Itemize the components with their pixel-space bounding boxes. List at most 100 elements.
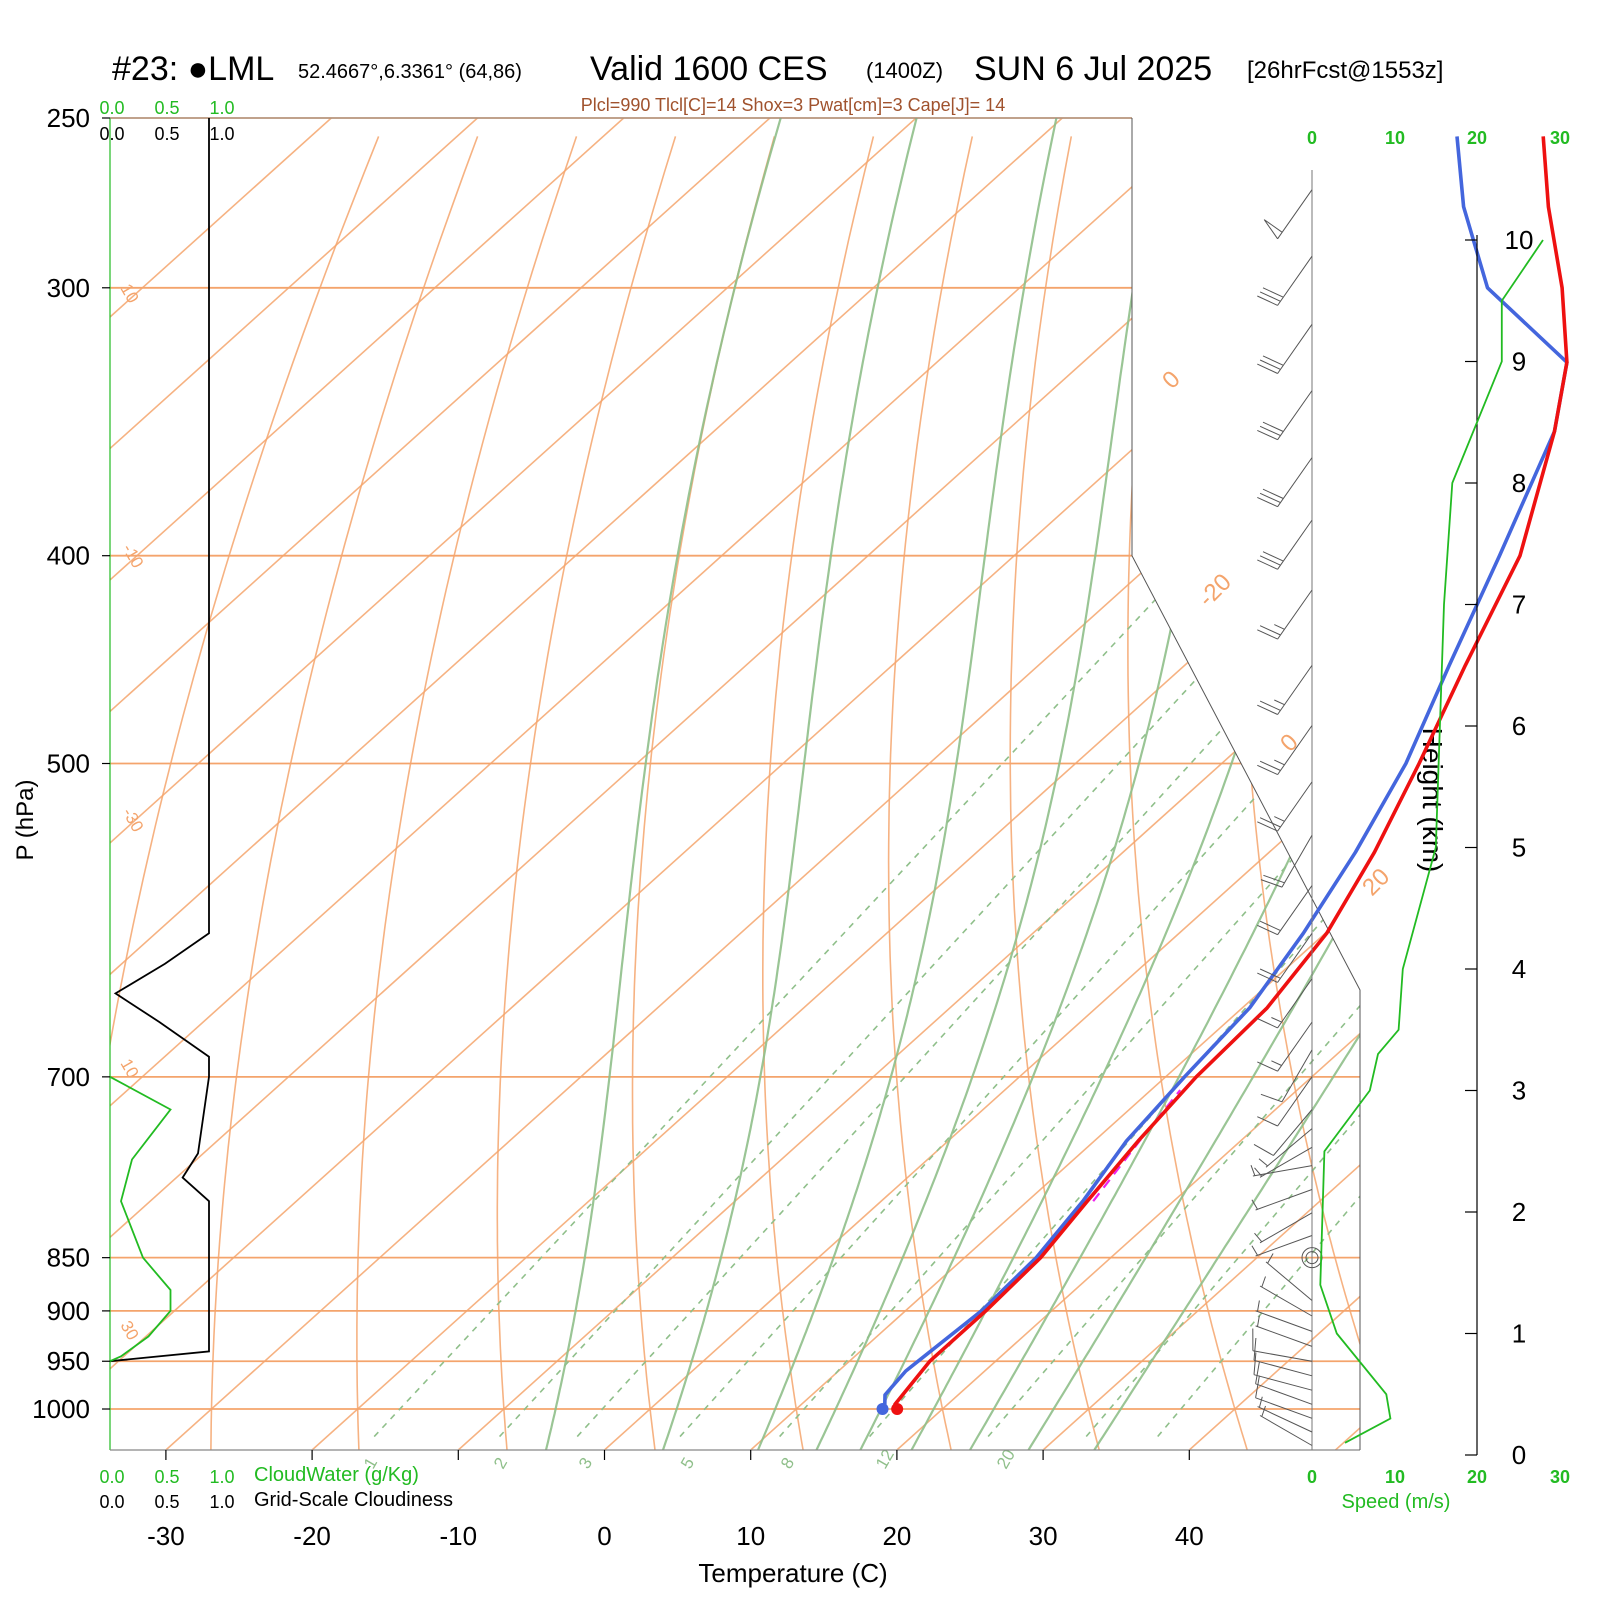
isotherm-line [896,118,1360,1450]
mixing-ratio-line [987,555,1360,1438]
y-axis-label: P (hPa) [12,780,39,861]
dry-adiabat-line [887,136,974,1450]
forecast-date: SUN 6 Jul 2025 [974,50,1212,88]
wind-barb [1255,1300,1313,1332]
isotherm-line [110,118,625,1450]
isotherm-line [110,118,479,1450]
sounding-traces [876,136,1569,1416]
y-tick-label: 850 [47,1243,90,1273]
x-tick-label: 10 [736,1521,765,1551]
height-tick-label: 5 [1512,833,1526,863]
isotherm-label: 0 [1157,366,1186,395]
height-tick-label: 6 [1512,711,1526,741]
wind-barb [1257,665,1313,715]
speed-scale-top: 0 10 20 30 [1307,128,1570,148]
speed-bottom-tick-2: 20 [1467,1467,1487,1487]
wind-barb [1252,1328,1313,1362]
right-frame-line [1131,118,1361,1450]
axes-ticks: -30 -20 -10 0 10 20 30 402503004005007008509009… [32,103,1204,1551]
speed-top-tick-0: 0 [1307,128,1317,148]
speed-top-tick-1: 10 [1385,128,1405,148]
moist-adiabat-line [815,118,1163,1450]
wind-barb [1251,1189,1313,1211]
cw-bottom-tick-2: 1.0 [209,1467,234,1487]
cw-top-tick-1: 0.5 [154,98,179,118]
height-tick-label: 3 [1512,1076,1526,1106]
wind-barb [1263,189,1313,240]
dry-adiabat-line [110,136,380,1450]
wind-barb [1253,1337,1313,1377]
dewpoint-trace [880,136,1569,1410]
speed-bottom-tick-3: 30 [1550,1467,1570,1487]
isotherm-line [1042,118,1360,1450]
cloud-profiles [109,118,210,1363]
stability-stats: Plcl=990 Tlcl[C]=14 Shox=3 Pwat[cm]=3 Ca… [581,95,1005,115]
plot-frame [109,117,1361,1451]
height-tick-label: 0 [1512,1440,1526,1470]
temperature-trace [893,136,1569,1410]
isotherm-line [603,118,1360,1450]
mixing-ratio-line [373,555,1197,1438]
cloud-water-label: CloudWater (g/Kg) [254,1464,419,1486]
x-tick-label: 40 [1175,1521,1204,1551]
mixing-ratio-line [868,555,1360,1438]
height-tick-label: 10 [1505,225,1534,255]
wind-barb [1257,390,1313,441]
wind-panel [1250,170,1323,1450]
moist-adiabat-line [1027,118,1360,1450]
y-tick-label: 300 [47,273,90,303]
cloud-water-bottom-scale: 0.0 0.5 1.0 CloudWater (g/Kg) [99,1464,418,1487]
dry-adiabat-line [496,136,677,1450]
calm-wind-barb [1305,1251,1319,1265]
height-axis: 0 1 2 3 4 5 6 7 8 9 10 [1319,225,1544,1470]
x-tick-label: -30 [147,1521,185,1551]
mixing-ratio-line [1157,555,1360,1438]
cloudiness-bottom-scale: 0.0 0.5 1.0 Grid-Scale Cloudiness [99,1489,453,1512]
x-tick-label: -10 [440,1521,478,1551]
height-tick-label: 8 [1512,468,1526,498]
wind-barb [1255,1375,1313,1419]
mixing-ratio-line [1085,555,1360,1438]
dry-adiabat-lines [110,136,1600,1450]
isotherm-line [110,118,1356,1450]
cl-bottom-tick-0: 0.0 [99,1492,124,1512]
dry-adiabat-line [1460,136,1600,1450]
isotherm-line [1482,118,1600,1450]
height-tick-label: 1 [1512,1319,1526,1349]
isotherm-line [110,118,917,1450]
station-id: #23: [112,50,188,88]
wind-barb [1257,725,1313,776]
isotherm-line [1334,118,1360,1450]
moist-adiabat-lines [544,118,1360,1450]
cloudiness-top-scale: 0.0 0.5 1.0 [99,124,234,144]
wind-barb [1257,885,1313,936]
mixing-ratio-label: 3 [575,1454,596,1472]
station-coords: 52.4667°,6.3361° (64,86) [298,61,522,83]
y-tick-label: 950 [47,1346,90,1376]
y-tick-label: 700 [47,1062,90,1092]
wind-barb [1254,1212,1313,1244]
y-tick-label: 900 [47,1296,90,1326]
wind-barb [1255,1315,1313,1347]
wind-barb [1257,324,1313,374]
speed-top-tick-2: 20 [1467,128,1487,148]
forecast-info: [26hrFcst@1553z] [1247,57,1443,84]
zulu-time: (1400Z) [866,58,943,83]
cloud-water-line [109,1076,172,1363]
isotherm-label: -20 [1193,569,1237,613]
cw-bottom-tick-0: 0.0 [99,1467,124,1487]
wind-barb [1260,1049,1313,1103]
wind-barb [1257,1021,1313,1072]
dry-adiabat-line [1009,136,1100,1450]
height-axis-label: Height (km) [1417,728,1448,873]
mixing-ratio-label: 8 [777,1454,798,1472]
mixing-ratio-line [779,555,1360,1438]
station-name: LML [208,50,274,88]
moist-adiabat-line [756,118,1058,1450]
wind-barb [1258,1128,1313,1168]
y-tick-label: 500 [47,749,90,779]
moist-adiabat-line [1093,118,1360,1450]
cw-bottom-tick-1: 0.5 [154,1467,179,1487]
mixing-ratio-label: 2 [490,1454,511,1472]
